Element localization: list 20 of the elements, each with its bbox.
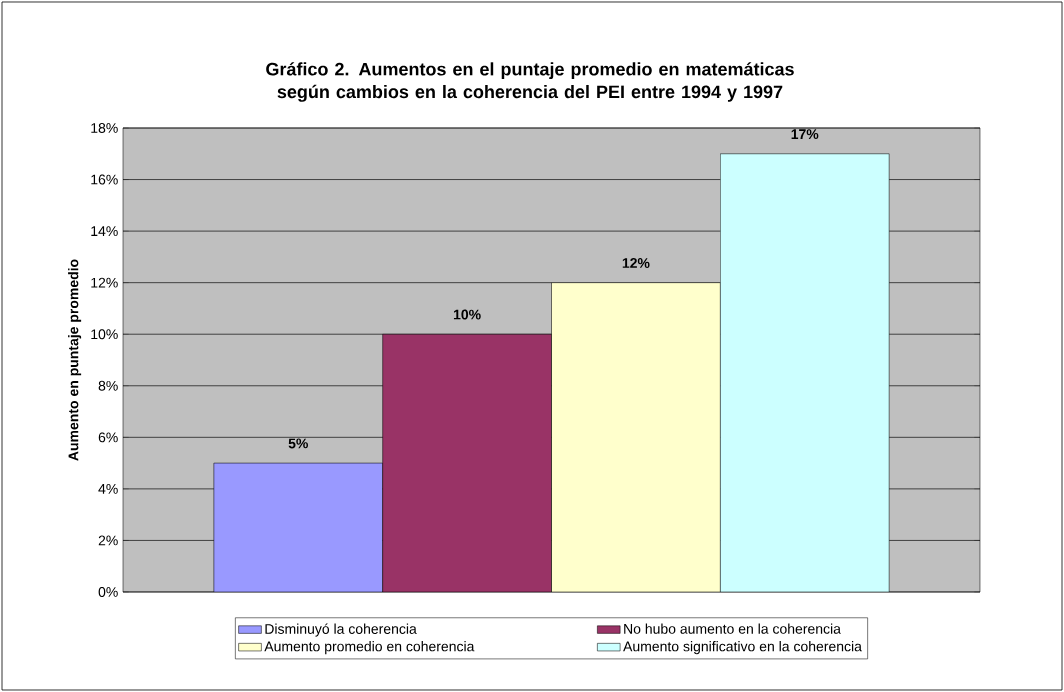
y-tick-label: 2% bbox=[98, 535, 118, 546]
y-tick-label: 4% bbox=[98, 483, 118, 494]
chart-title: Gráfico 2. Aumentos en el puntaje promedio en matemáticas según cambios en la coherencia del PEI entre 1994 y 1997 bbox=[266, 62, 794, 102]
y-tick-label: 14% bbox=[91, 226, 118, 236]
data-label: 5% bbox=[288, 438, 308, 449]
y-tick-label: 8% bbox=[98, 380, 118, 391]
y-tick-label: 18% bbox=[91, 123, 118, 133]
y-tick-label: 0% bbox=[98, 587, 118, 597]
data-label: 12% bbox=[622, 258, 650, 268]
data-label: 17% bbox=[791, 129, 819, 140]
legend-label: Disminuyó la coherencia bbox=[265, 623, 417, 637]
legend-label: Aumento significativo en la coherencia bbox=[623, 641, 862, 655]
legend-label: Aumento promedio en coherencia bbox=[264, 641, 475, 655]
y-tick-label: 10% bbox=[91, 329, 118, 340]
legend-label: No hubo aumento en la coherencia bbox=[624, 623, 841, 634]
y-tick-label: 16% bbox=[91, 174, 118, 185]
y-tick-label: 12% bbox=[91, 277, 118, 288]
data-label: 10% bbox=[453, 309, 481, 320]
y-tick-label: 6% bbox=[98, 432, 118, 443]
y-axis-title: Aumento en puntaje promedio bbox=[68, 259, 82, 461]
